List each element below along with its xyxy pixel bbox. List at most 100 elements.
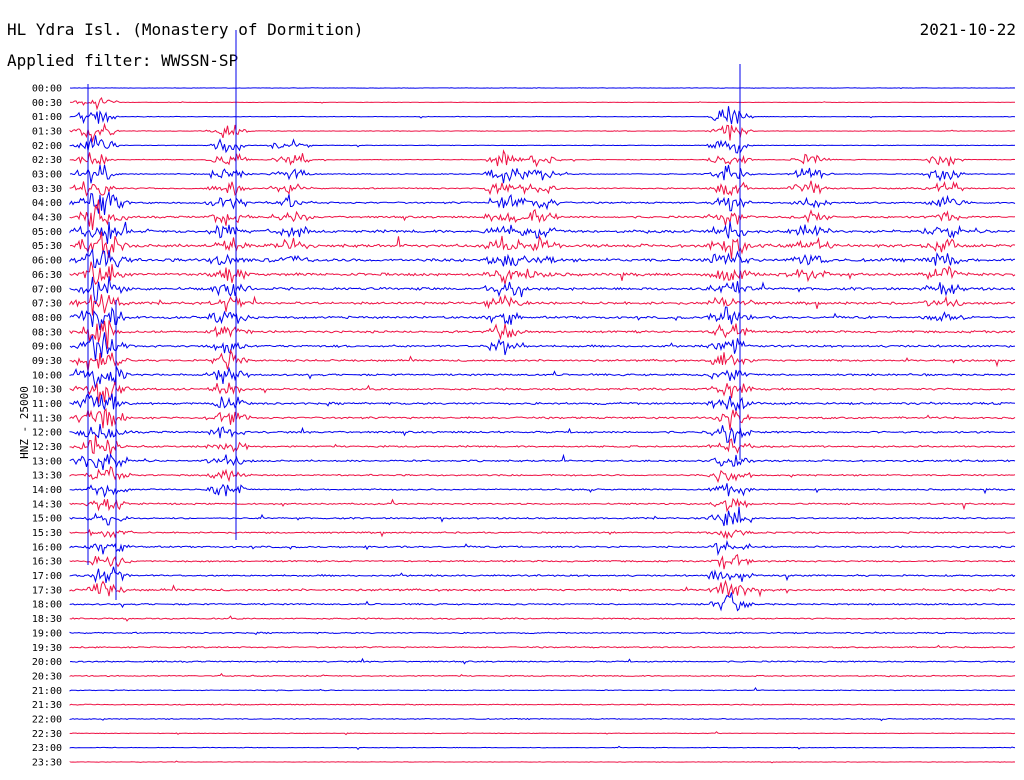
time-tick-label: 00:30 xyxy=(32,98,62,109)
trace-line xyxy=(69,191,1016,215)
time-tick-label: 14:30 xyxy=(32,499,62,510)
trace-line xyxy=(69,553,1016,570)
time-tick-label: 07:30 xyxy=(32,299,62,310)
time-tick-label: 04:00 xyxy=(32,198,62,209)
time-tick-label: 02:00 xyxy=(32,141,62,152)
time-tick-label: 21:30 xyxy=(32,700,62,711)
filter-label: Applied filter: WWSSN-SP xyxy=(7,51,239,70)
trace-line xyxy=(69,703,1016,706)
time-tick-label: 04:30 xyxy=(32,213,62,224)
time-tick-label: 01:00 xyxy=(32,112,62,123)
trace-line xyxy=(69,435,1016,456)
time-tick-label: 17:00 xyxy=(32,571,62,582)
time-tick-label: 19:00 xyxy=(32,628,62,639)
trace-line xyxy=(69,294,1016,316)
time-tick-label: 19:30 xyxy=(32,643,62,654)
trace-line xyxy=(69,320,1016,349)
trace-line xyxy=(69,686,1016,692)
time-tick-label: 17:30 xyxy=(32,585,62,596)
trace-line xyxy=(69,231,1016,259)
trace-line xyxy=(69,717,1016,722)
time-tick-label: 22:00 xyxy=(32,714,62,725)
trace-line xyxy=(69,497,1016,513)
trace-line xyxy=(69,106,1016,125)
time-tick-label: 15:00 xyxy=(32,514,62,525)
trace-line xyxy=(69,221,1016,244)
time-tick-label: 09:00 xyxy=(32,342,62,353)
trace-line xyxy=(69,276,1016,305)
trace-line xyxy=(69,408,1016,431)
time-tick-label: 15:30 xyxy=(32,528,62,539)
time-tick-label: 12:00 xyxy=(32,428,62,439)
station-title: HL Ydra Isl. (Monastery of Dormition) xyxy=(7,20,364,39)
time-tick-label: 03:00 xyxy=(32,170,62,181)
time-tick-label: 00:00 xyxy=(32,84,62,95)
time-tick-label: 20:00 xyxy=(32,657,62,668)
time-tick-label: 21:00 xyxy=(32,686,62,697)
time-tick-label: 06:00 xyxy=(32,256,62,267)
time-tick-label: 11:00 xyxy=(32,399,62,410)
trace-line xyxy=(69,348,1016,372)
trace-line xyxy=(69,592,1016,612)
trace-line xyxy=(69,644,1016,649)
time-tick-label: 01:30 xyxy=(32,127,62,138)
time-tick-label: 16:30 xyxy=(32,557,62,568)
trace-line xyxy=(69,731,1016,736)
trace-line xyxy=(69,180,1016,197)
trace-line xyxy=(69,466,1016,484)
trace-line xyxy=(69,97,1015,111)
time-tick-label: 16:00 xyxy=(32,542,62,553)
trace-line xyxy=(69,745,1016,751)
time-tick-label: 09:30 xyxy=(32,356,62,367)
time-tick-label: 23:00 xyxy=(32,743,62,754)
time-tick-label: 11:30 xyxy=(32,413,62,424)
trace-line xyxy=(69,135,1016,154)
time-tick-label: 18:00 xyxy=(32,600,62,611)
time-tick-label: 18:30 xyxy=(32,614,62,625)
time-tick-label: 08:00 xyxy=(32,313,62,324)
time-tick-label: 02:30 xyxy=(32,155,62,166)
time-tick-label: 03:30 xyxy=(32,184,62,195)
trace-line xyxy=(69,122,1016,144)
time-tick-label: 22:30 xyxy=(32,729,62,740)
trace-line xyxy=(69,149,1016,168)
trace-line xyxy=(69,631,1016,636)
time-tick-label: 23:30 xyxy=(32,757,62,768)
trace-line xyxy=(69,365,1016,389)
time-tick-label: 07:00 xyxy=(32,284,62,295)
time-tick-label: 06:30 xyxy=(32,270,62,281)
trace-line xyxy=(69,657,1016,665)
trace-line xyxy=(69,506,1016,527)
time-tick-label: 10:30 xyxy=(32,385,62,396)
trace-line xyxy=(69,306,1016,331)
trace-line xyxy=(69,332,1016,361)
time-tick-label: 14:00 xyxy=(32,485,62,496)
time-tick-label: 12:30 xyxy=(32,442,62,453)
time-tick-label: 05:30 xyxy=(32,241,62,252)
trace-line xyxy=(69,249,1016,269)
trace-line xyxy=(69,566,1016,584)
trace-line xyxy=(69,528,1016,540)
trace-line xyxy=(69,87,1016,90)
trace-line xyxy=(69,199,1016,231)
trace-line xyxy=(69,381,1016,404)
plot-date: 2021-10-22 xyxy=(919,20,1016,39)
trace-line xyxy=(69,423,1016,444)
time-tick-label: 13:00 xyxy=(32,456,62,467)
trace-line xyxy=(69,453,1016,470)
trace-line xyxy=(69,164,1015,184)
trace-line xyxy=(69,483,1016,498)
time-tick-label: 10:00 xyxy=(32,370,62,381)
time-tick-label: 08:30 xyxy=(32,327,62,338)
time-tick-label: 05:00 xyxy=(32,227,62,238)
trace-line xyxy=(69,760,1016,764)
time-tick-label: 13:30 xyxy=(32,471,62,482)
trace-line xyxy=(69,672,1016,678)
trace-line xyxy=(69,392,1016,412)
time-tick-label: 20:30 xyxy=(32,671,62,682)
trace-line xyxy=(69,261,1016,286)
trace-line xyxy=(69,579,1016,598)
trace-line xyxy=(69,539,1016,556)
trace-line xyxy=(69,615,1016,622)
